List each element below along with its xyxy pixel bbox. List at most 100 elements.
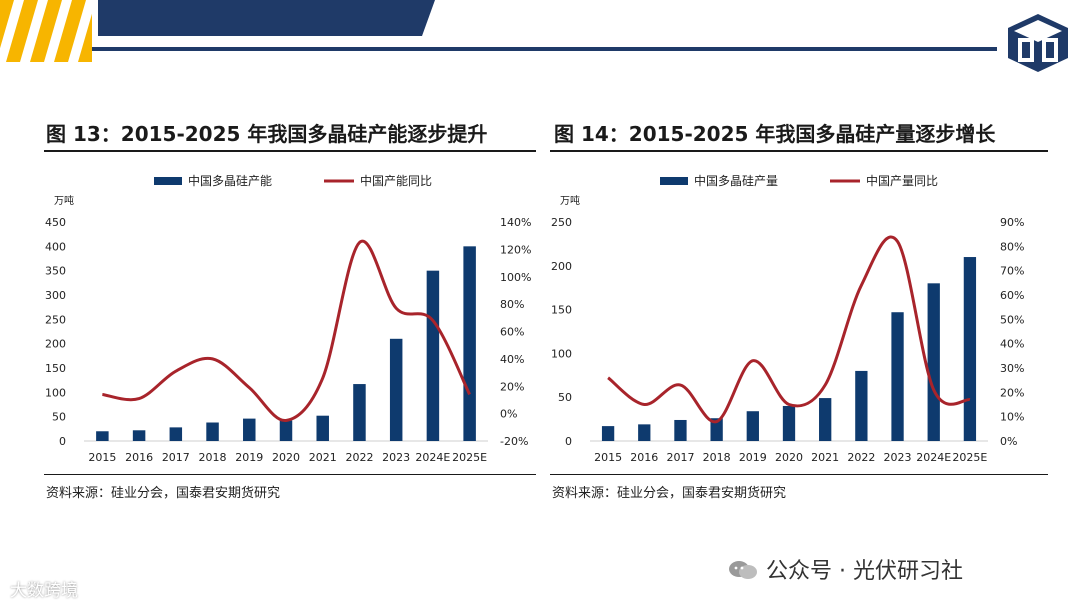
bar <box>132 430 146 441</box>
y2-tick-label: -20% <box>500 435 528 448</box>
y2-tick-label: 80% <box>500 298 524 311</box>
bar <box>243 418 256 441</box>
y2-tick-label: 40% <box>500 353 524 366</box>
bar <box>389 338 403 441</box>
y2-tick-label: 20% <box>1000 386 1024 399</box>
x-tick-label: 2017 <box>666 451 694 464</box>
x-tick-label: 2020 <box>272 451 300 464</box>
y-tick-label: 250 <box>551 216 572 229</box>
legend-bar-swatch <box>660 177 688 185</box>
header-rule <box>92 47 997 51</box>
bar <box>316 415 329 441</box>
bar <box>279 420 293 441</box>
y-tick-label: 350 <box>45 265 66 278</box>
chart-1-source: 资料来源：硅业分会，国泰君安期货研究 <box>46 486 281 501</box>
y2-tick-label: 120% <box>500 243 531 256</box>
y-tick-label: 150 <box>45 362 66 375</box>
x-tick-label: 2024E <box>916 451 951 464</box>
wechat-icon <box>728 559 758 581</box>
x-tick-label: 2015 <box>88 451 116 464</box>
chart-1-title: 图 13：2015-2025 年我国多晶硅产能逐步提升 <box>46 122 488 146</box>
y2-tick-label: 40% <box>1000 338 1024 351</box>
x-tick-label: 2016 <box>630 451 658 464</box>
x-tick-label: 2015 <box>594 451 622 464</box>
legend-label-line: 中国产能同比 <box>360 173 432 188</box>
x-tick-label: 2024E <box>415 451 450 464</box>
bar <box>463 246 476 441</box>
x-tick-label: 2020 <box>775 451 803 464</box>
y2-tick-label: 70% <box>1000 265 1024 278</box>
chart-2-title: 图 14：2015-2025 年我国多晶硅产量逐步增长 <box>554 122 996 146</box>
bar <box>96 431 109 441</box>
legend-label-bar: 中国多晶硅产量 <box>694 173 778 188</box>
x-tick-label: 2016 <box>125 451 153 464</box>
y2-tick-label: 60% <box>1000 289 1024 302</box>
footer-wechat: 公众号 · 光伏研习社 <box>728 553 963 585</box>
x-tick-label: 2019 <box>235 451 263 464</box>
y-tick-label: 0 <box>59 435 66 448</box>
footer-text: 公众号 · 光伏研习社 <box>766 559 963 584</box>
bar <box>638 424 651 441</box>
bar <box>927 283 940 441</box>
y-tick-label: 200 <box>551 260 572 273</box>
y2-tick-label: 140% <box>500 216 531 229</box>
bar <box>601 426 615 441</box>
chart-2-title-rule <box>550 150 1048 152</box>
y2-tick-label: 90% <box>1000 216 1024 229</box>
x-tick-label: 2025E <box>952 451 987 464</box>
x-tick-label: 2023 <box>884 451 912 464</box>
y-axis-unit-label: 万吨 <box>560 194 580 207</box>
header-banner <box>0 0 1068 72</box>
chart-2-bottom-rule <box>550 474 1048 475</box>
yellow-stripes <box>0 0 96 62</box>
bar <box>746 411 759 441</box>
bar <box>963 257 977 441</box>
x-tick-label: 2021 <box>309 451 337 464</box>
bar <box>891 312 904 441</box>
y-tick-label: 400 <box>45 240 66 253</box>
bar <box>206 422 219 441</box>
y2-tick-label: 60% <box>500 326 524 339</box>
series-line <box>607 235 971 424</box>
legend-label-bar: 中国多晶硅产能 <box>188 173 272 188</box>
y-tick-label: 150 <box>551 304 572 317</box>
y2-tick-label: 80% <box>1000 240 1024 253</box>
y-tick-label: 100 <box>45 386 66 399</box>
bar <box>855 370 868 441</box>
y2-tick-label: 30% <box>1000 362 1024 375</box>
chart-1-title-rule <box>44 150 536 152</box>
bar <box>674 419 687 441</box>
x-tick-label: 2018 <box>199 451 227 464</box>
y-tick-label: 250 <box>45 313 66 326</box>
y2-tick-label: 100% <box>500 271 531 284</box>
bar <box>710 418 723 441</box>
logo-icon <box>1008 14 1068 72</box>
bar <box>353 384 366 441</box>
y2-tick-label: 20% <box>500 380 524 393</box>
y-tick-label: 50 <box>558 391 572 404</box>
x-tick-label: 2025E <box>452 451 487 464</box>
bottom-left-watermark: 大数跨境 <box>10 581 78 601</box>
y2-tick-label: 0% <box>500 408 517 421</box>
y-tick-label: 0 <box>565 435 572 448</box>
y2-tick-label: 10% <box>1000 411 1024 424</box>
series-line <box>102 239 471 422</box>
x-tick-label: 2022 <box>345 451 373 464</box>
bar <box>782 405 796 441</box>
legend-label-line: 中国产量同比 <box>866 173 938 188</box>
y2-tick-label: 0% <box>1000 435 1017 448</box>
y-tick-label: 450 <box>45 216 66 229</box>
y-tick-label: 200 <box>45 338 66 351</box>
bar <box>819 398 832 441</box>
chart-1-bottom-rule <box>44 474 536 475</box>
y-tick-label: 300 <box>45 289 66 302</box>
y-tick-label: 100 <box>551 347 572 360</box>
navy-band <box>98 0 435 36</box>
x-tick-label: 2021 <box>811 451 839 464</box>
x-tick-label: 2017 <box>162 451 190 464</box>
chart-2-source: 资料来源：硅业分会，国泰君安期货研究 <box>552 486 787 501</box>
bar <box>169 427 183 441</box>
x-tick-label: 2023 <box>382 451 410 464</box>
x-tick-label: 2019 <box>739 451 767 464</box>
